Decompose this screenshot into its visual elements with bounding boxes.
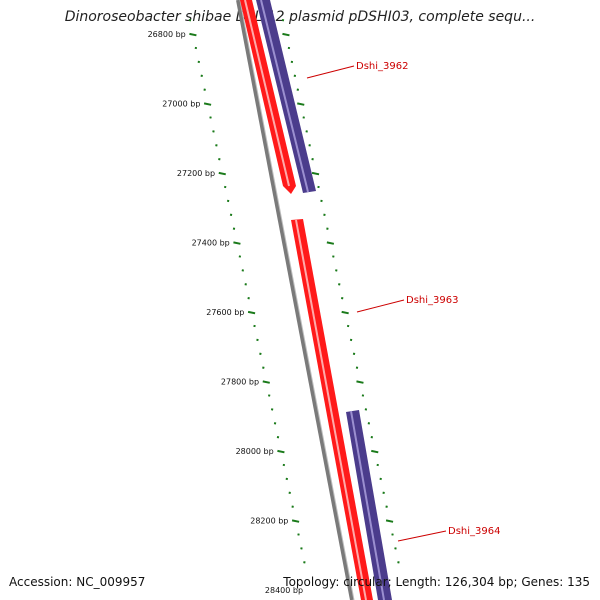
tick-labels: 26800 bp 27000 bp 27200 bp 27400 bp 27600 bp… (148, 30, 303, 595)
tick-mark (282, 32, 290, 37)
tick-mark (218, 171, 226, 176)
tick-mark (311, 171, 320, 176)
tick-mark (262, 380, 270, 384)
tick-label: 27200 bp (177, 169, 215, 178)
leader-line-dshi-3963 (356, 299, 405, 313)
gene-label-dshi-3962[interactable]: Dshi_3962 (356, 61, 408, 72)
cds-feature-dshi-3963[interactable] (291, 219, 373, 600)
tick-label: 28000 bp (236, 447, 274, 456)
gene-label-dshi-3963[interactable]: Dshi_3963 (406, 295, 458, 306)
tick-mark (341, 310, 349, 315)
right-tick-track (281, 19, 400, 564)
tick-mark (371, 449, 379, 454)
tick-mark (203, 102, 212, 106)
tick-mark (326, 241, 335, 245)
tick-mark (356, 380, 364, 384)
tick-mark (385, 519, 394, 523)
left-tick-track (188, 19, 306, 564)
tick-mark (247, 310, 256, 315)
tick-label: 28400 bp (265, 586, 303, 595)
tick-mark (233, 241, 241, 245)
tick-label: 27600 bp (206, 308, 244, 317)
gene-strand-dshi-3962[interactable] (256, 0, 316, 193)
tick-label: 27400 bp (192, 239, 230, 248)
gene-label-dshi-3964[interactable]: Dshi_3964 (448, 526, 500, 537)
leader-line-dshi-3964 (397, 530, 447, 542)
backbone-highlight (239, 0, 355, 600)
tick-mark (291, 519, 300, 523)
tick-label: 27800 bp (221, 378, 259, 387)
tick-mark (297, 102, 305, 106)
backbone-line (236, 0, 354, 600)
map-title: Dinoroseobacter shibae DFL 12 plasmid pD… (64, 9, 536, 25)
tick-label: 26800 bp (148, 30, 186, 39)
cds-feature-dshi-3962[interactable] (240, 0, 296, 194)
topology-summary: Topology: circular; Length: 126,304 bp; … (283, 575, 590, 589)
tick-mark (189, 32, 197, 37)
accession-text: Accession: NC_009957 (9, 575, 146, 589)
gene-strand-dshi-3964[interactable] (346, 410, 392, 600)
tick-label: 27000 bp (162, 100, 200, 109)
tick-mark (277, 449, 285, 454)
leader-line-dshi-3962 (306, 65, 355, 79)
tick-label: 28200 bp (250, 517, 288, 526)
